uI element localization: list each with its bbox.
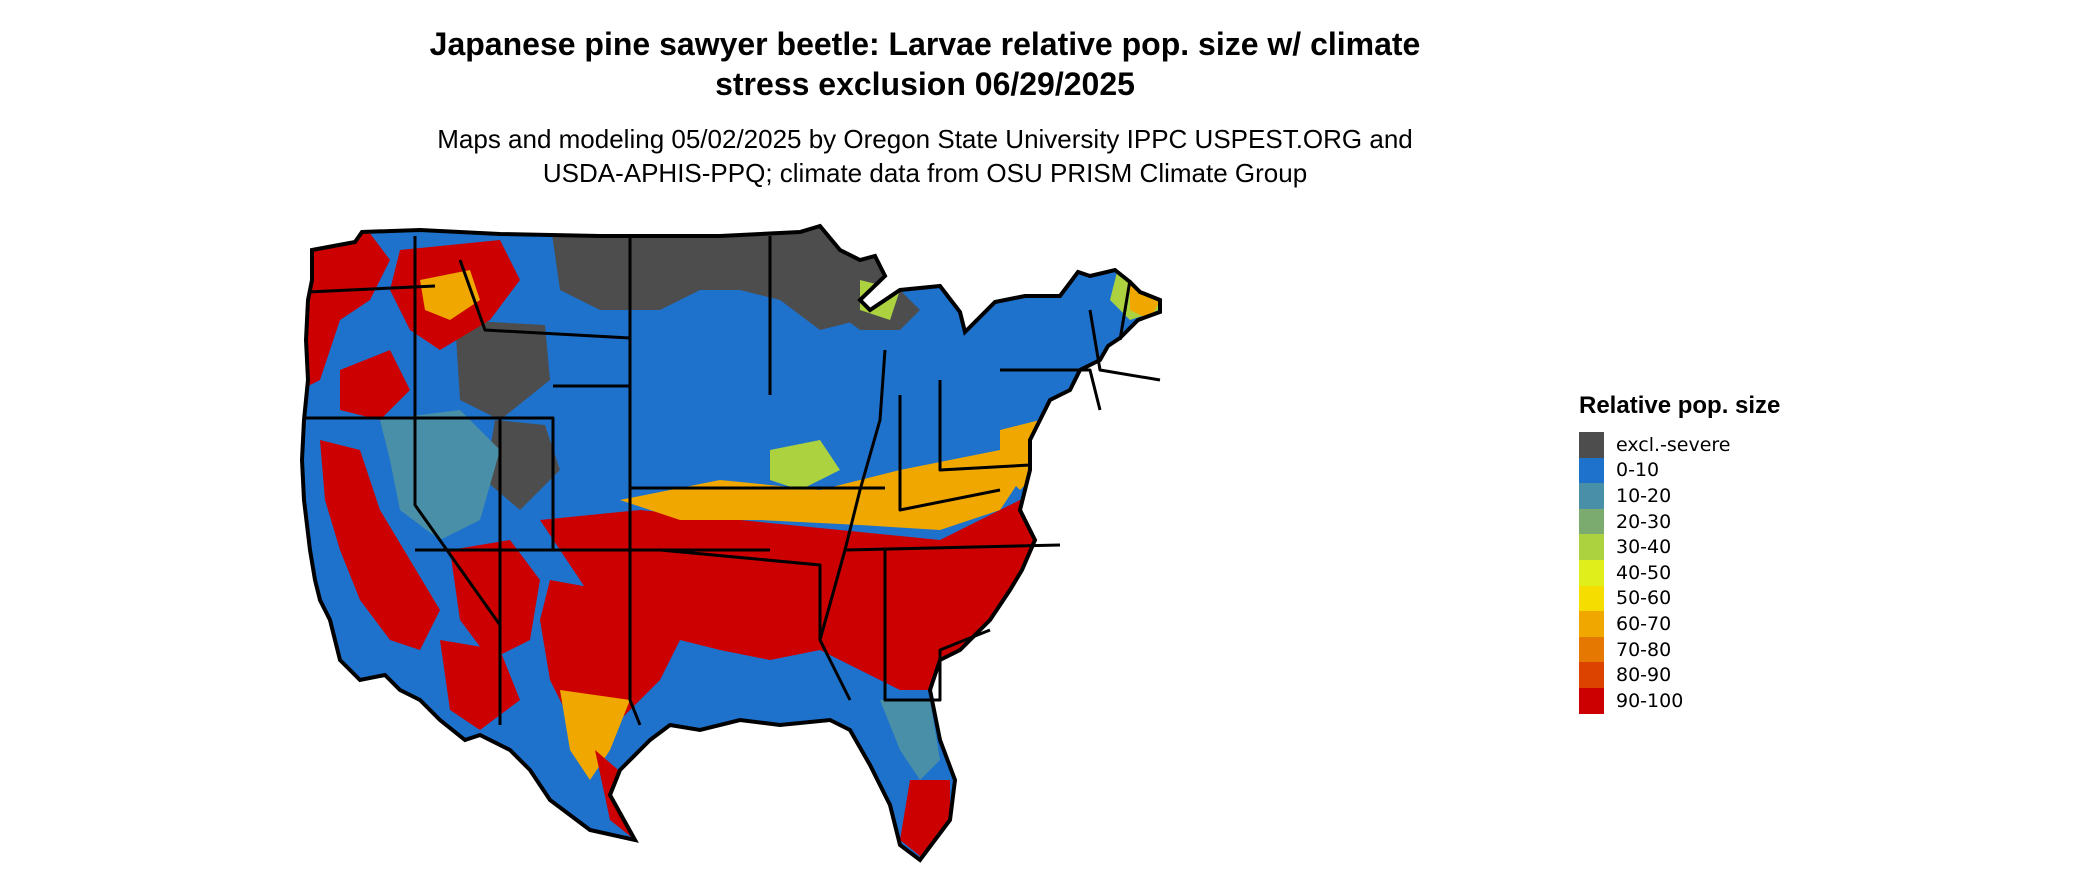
legend-item: 20-30 bbox=[1579, 508, 1899, 535]
map-subtitle-line1: Maps and modeling 05/02/2025 by Oregon S… bbox=[437, 124, 1413, 154]
zone-mid-idaho bbox=[420, 270, 480, 320]
boundary-great-basin bbox=[415, 416, 555, 550]
legend-label: 10-20 bbox=[1616, 484, 1672, 507]
zone-mid-florida bbox=[880, 700, 940, 780]
legend-item: 10-20 bbox=[1579, 483, 1899, 509]
legend-swatch bbox=[1579, 636, 1604, 663]
legend-item: 0-10 bbox=[1579, 457, 1899, 484]
zone-hot-four-corners bbox=[450, 540, 540, 660]
zone-excl-north-plains bbox=[550, 226, 890, 330]
legend-label: 60-70 bbox=[1616, 612, 1672, 635]
legend-label: 80-90 bbox=[1616, 664, 1672, 687]
state-boundaries bbox=[304, 236, 1161, 726]
legend-item: 70-80 bbox=[1579, 636, 1899, 663]
legend-label: 30-40 bbox=[1616, 536, 1672, 559]
zone-excl-colorado bbox=[485, 420, 560, 510]
legend-item: excl.-severe bbox=[1579, 432, 1899, 458]
legend-swatch bbox=[1579, 534, 1604, 560]
boundary-ny-pa bbox=[1000, 368, 1102, 411]
legend-label: 90-100 bbox=[1616, 689, 1684, 712]
legend-swatch bbox=[1579, 457, 1604, 484]
legend-swatch bbox=[1579, 585, 1604, 612]
legend-item: 40-50 bbox=[1579, 559, 1899, 586]
legend-item: 90-100 bbox=[1579, 687, 1899, 714]
boundary-deep-south bbox=[883, 550, 991, 702]
map-title-line2: stress exclusion 06/29/2025 bbox=[715, 66, 1135, 102]
boundary-maine bbox=[1118, 279, 1132, 341]
legend-label: 40-50 bbox=[1616, 561, 1672, 584]
legend-swatch bbox=[1579, 662, 1604, 688]
legend-swatch bbox=[1579, 687, 1604, 714]
map-subtitle: Maps and modeling 05/02/2025 by Oregon S… bbox=[260, 122, 1590, 190]
zone-mid-texas-coast bbox=[560, 690, 630, 780]
legend-item: 30-40 bbox=[1579, 534, 1899, 560]
boundary-mississippi bbox=[818, 349, 887, 701]
legend-item: 60-70 bbox=[1579, 611, 1899, 637]
zone-excl-maine bbox=[1450, 220, 1560, 310]
map-subtitle-line2: USDA-APHIS-PPQ; climate data from OSU PR… bbox=[542, 158, 1308, 188]
legend-label: 70-80 bbox=[1616, 638, 1672, 661]
boundary-tx-red-river bbox=[659, 548, 822, 640]
zone-low-illinois bbox=[770, 440, 840, 490]
legend-title: Relative pop. size bbox=[1579, 392, 1781, 419]
legend: Relative pop. size excl.-severe 0-10 10-20… bbox=[1579, 392, 1899, 714]
legend-swatch bbox=[1579, 559, 1604, 586]
us-map bbox=[300, 220, 1560, 862]
legend-label: excl.-severe bbox=[1616, 433, 1731, 456]
boundary-ohio-valley bbox=[898, 395, 1001, 512]
zone-excl-wyoming bbox=[455, 320, 550, 420]
suitability-raster bbox=[302, 220, 1560, 860]
boundary-co-ks bbox=[553, 384, 632, 488]
map-title: Japanese pine sawyer beetle: Larvae rela… bbox=[260, 24, 1590, 104]
zone-hot-northwest bbox=[302, 226, 390, 390]
legend-swatch bbox=[1579, 432, 1604, 458]
legend-swatch bbox=[1579, 483, 1604, 509]
boundary-ohio-pa bbox=[938, 380, 1031, 472]
boundary-ca-nv bbox=[413, 418, 502, 626]
boundary-ok-tx bbox=[628, 488, 642, 726]
zone-mid-central-band bbox=[620, 450, 1020, 530]
boundary-tn-ky bbox=[844, 543, 1061, 552]
legend-label: 0-10 bbox=[1616, 459, 1660, 482]
legend-items: excl.-severe 0-10 10-20 20-30 30-40 40-50 50-6… bbox=[1579, 432, 1899, 714]
legend-label: 50-60 bbox=[1616, 587, 1672, 610]
boundary-new-england bbox=[1088, 309, 1161, 382]
zone-hot-california bbox=[320, 440, 440, 650]
legend-swatch bbox=[1579, 508, 1604, 535]
map-title-line1: Japanese pine sawyer beetle: Larvae rela… bbox=[429, 26, 1421, 62]
zone-hot-oregon bbox=[340, 350, 410, 420]
legend-swatch bbox=[1579, 611, 1604, 637]
boundary-mt-south bbox=[458, 259, 631, 340]
zone-mid-great-basin bbox=[380, 410, 500, 540]
legend-item: 50-60 bbox=[1579, 585, 1899, 612]
legend-label: 20-30 bbox=[1616, 510, 1672, 533]
legend-item: 80-90 bbox=[1579, 662, 1899, 688]
